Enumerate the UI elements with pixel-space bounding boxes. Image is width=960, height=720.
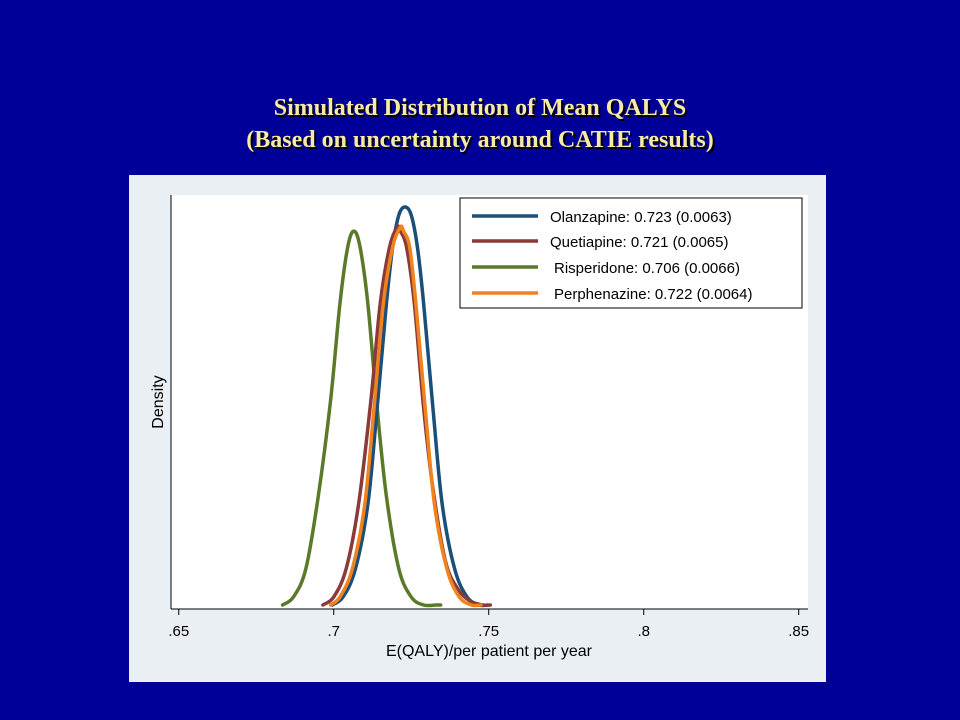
x-tick-label: .65 [168,623,189,640]
series-line-olanzapine [330,205,489,608]
x-axis-label: E(QALY)/per patient per year [386,643,593,660]
x-tick-label: .85 [788,623,809,640]
series-line-quetiapine [321,224,493,608]
series-line-perphenazine [328,224,483,608]
x-tick-label: .75 [478,623,499,640]
x-axis-ticks: .65 .7 .75 .8 .85 [168,609,809,640]
legend-label: Risperidone: 0.706 (0.0066) [554,260,740,277]
slide-title: Simulated Distribution of Mean QALYS (Ba… [0,92,960,156]
legend-label: Olanzapine: 0.723 (0.0063) [550,209,732,226]
legend-items: Olanzapine: 0.723 (0.0063) Quetiapine: 0.… [472,209,752,303]
slide-title-line1: Simulated Distribution of Mean QALYS [273,95,687,121]
series-curves [280,205,493,608]
density-chart: .65 .7 .75 .8 .85 Density E(QALY)/per patien… [150,195,809,660]
legend-label: Perphenazine: 0.722 (0.0064) [554,286,752,303]
legend-box [459,197,803,309]
legend: Olanzapine: 0.723 (0.0063) Quetiapine: 0.… [459,197,803,309]
y-axis-label: Density [150,375,167,428]
legend-label: Quetiapine: 0.721 (0.0065) [550,234,728,251]
x-tick-label: .7 [327,623,340,640]
series-line-risperidone [280,229,443,608]
slide-title-line2: (Based on uncertainty around CATIE resul… [246,127,714,153]
chart-panel: .65 .7 .75 .8 .85 Density E(QALY)/per patien… [129,175,826,682]
x-tick-label: .8 [637,623,650,640]
